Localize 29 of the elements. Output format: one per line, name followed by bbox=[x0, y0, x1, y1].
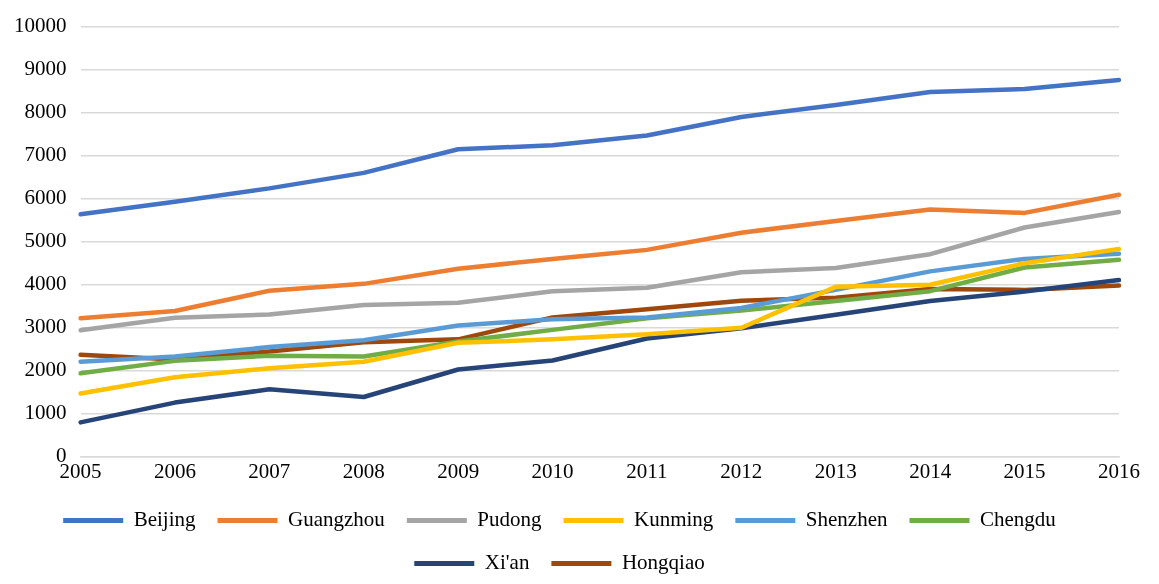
y-tick-label: 7000 bbox=[24, 142, 67, 167]
x-tick-label: 2009 bbox=[437, 458, 480, 483]
x-tick-label: 2013 bbox=[814, 458, 857, 483]
x-tick-label: 2006 bbox=[153, 458, 196, 483]
y-tick-label: 6000 bbox=[24, 185, 67, 210]
y-tick-label: 5000 bbox=[24, 228, 67, 253]
legend-label: Shenzhen bbox=[805, 507, 888, 532]
x-tick-label: 2008 bbox=[342, 458, 385, 483]
legend-label: Xi'an bbox=[484, 550, 530, 575]
y-tick-label: 9000 bbox=[24, 56, 67, 81]
y-tick-label: 1000 bbox=[24, 400, 67, 425]
y-tick-label: 10000 bbox=[14, 13, 67, 38]
legend-label: Guangzhou bbox=[288, 507, 386, 532]
x-tick-label: 2010 bbox=[531, 458, 574, 483]
y-tick-label: 4000 bbox=[24, 271, 67, 296]
x-tick-label: 2014 bbox=[909, 458, 952, 483]
y-tick-label: 8000 bbox=[24, 99, 67, 124]
y-tick-label: 2000 bbox=[24, 357, 67, 382]
legend-label: Kunming bbox=[634, 507, 714, 532]
legend-label: Beijing bbox=[133, 507, 197, 532]
x-tick-label: 2011 bbox=[626, 458, 668, 483]
x-tick-label: 2015 bbox=[1003, 458, 1046, 483]
y-tick-label: 3000 bbox=[24, 314, 67, 339]
x-tick-label: 2016 bbox=[1098, 458, 1140, 483]
legend-label: Chengdu bbox=[979, 507, 1057, 532]
x-tick-label: 2007 bbox=[248, 458, 291, 483]
x-tick-label: 2012 bbox=[720, 458, 763, 483]
legend-label: Hongqiao bbox=[621, 550, 705, 575]
legend-label: Pudong bbox=[477, 507, 543, 532]
